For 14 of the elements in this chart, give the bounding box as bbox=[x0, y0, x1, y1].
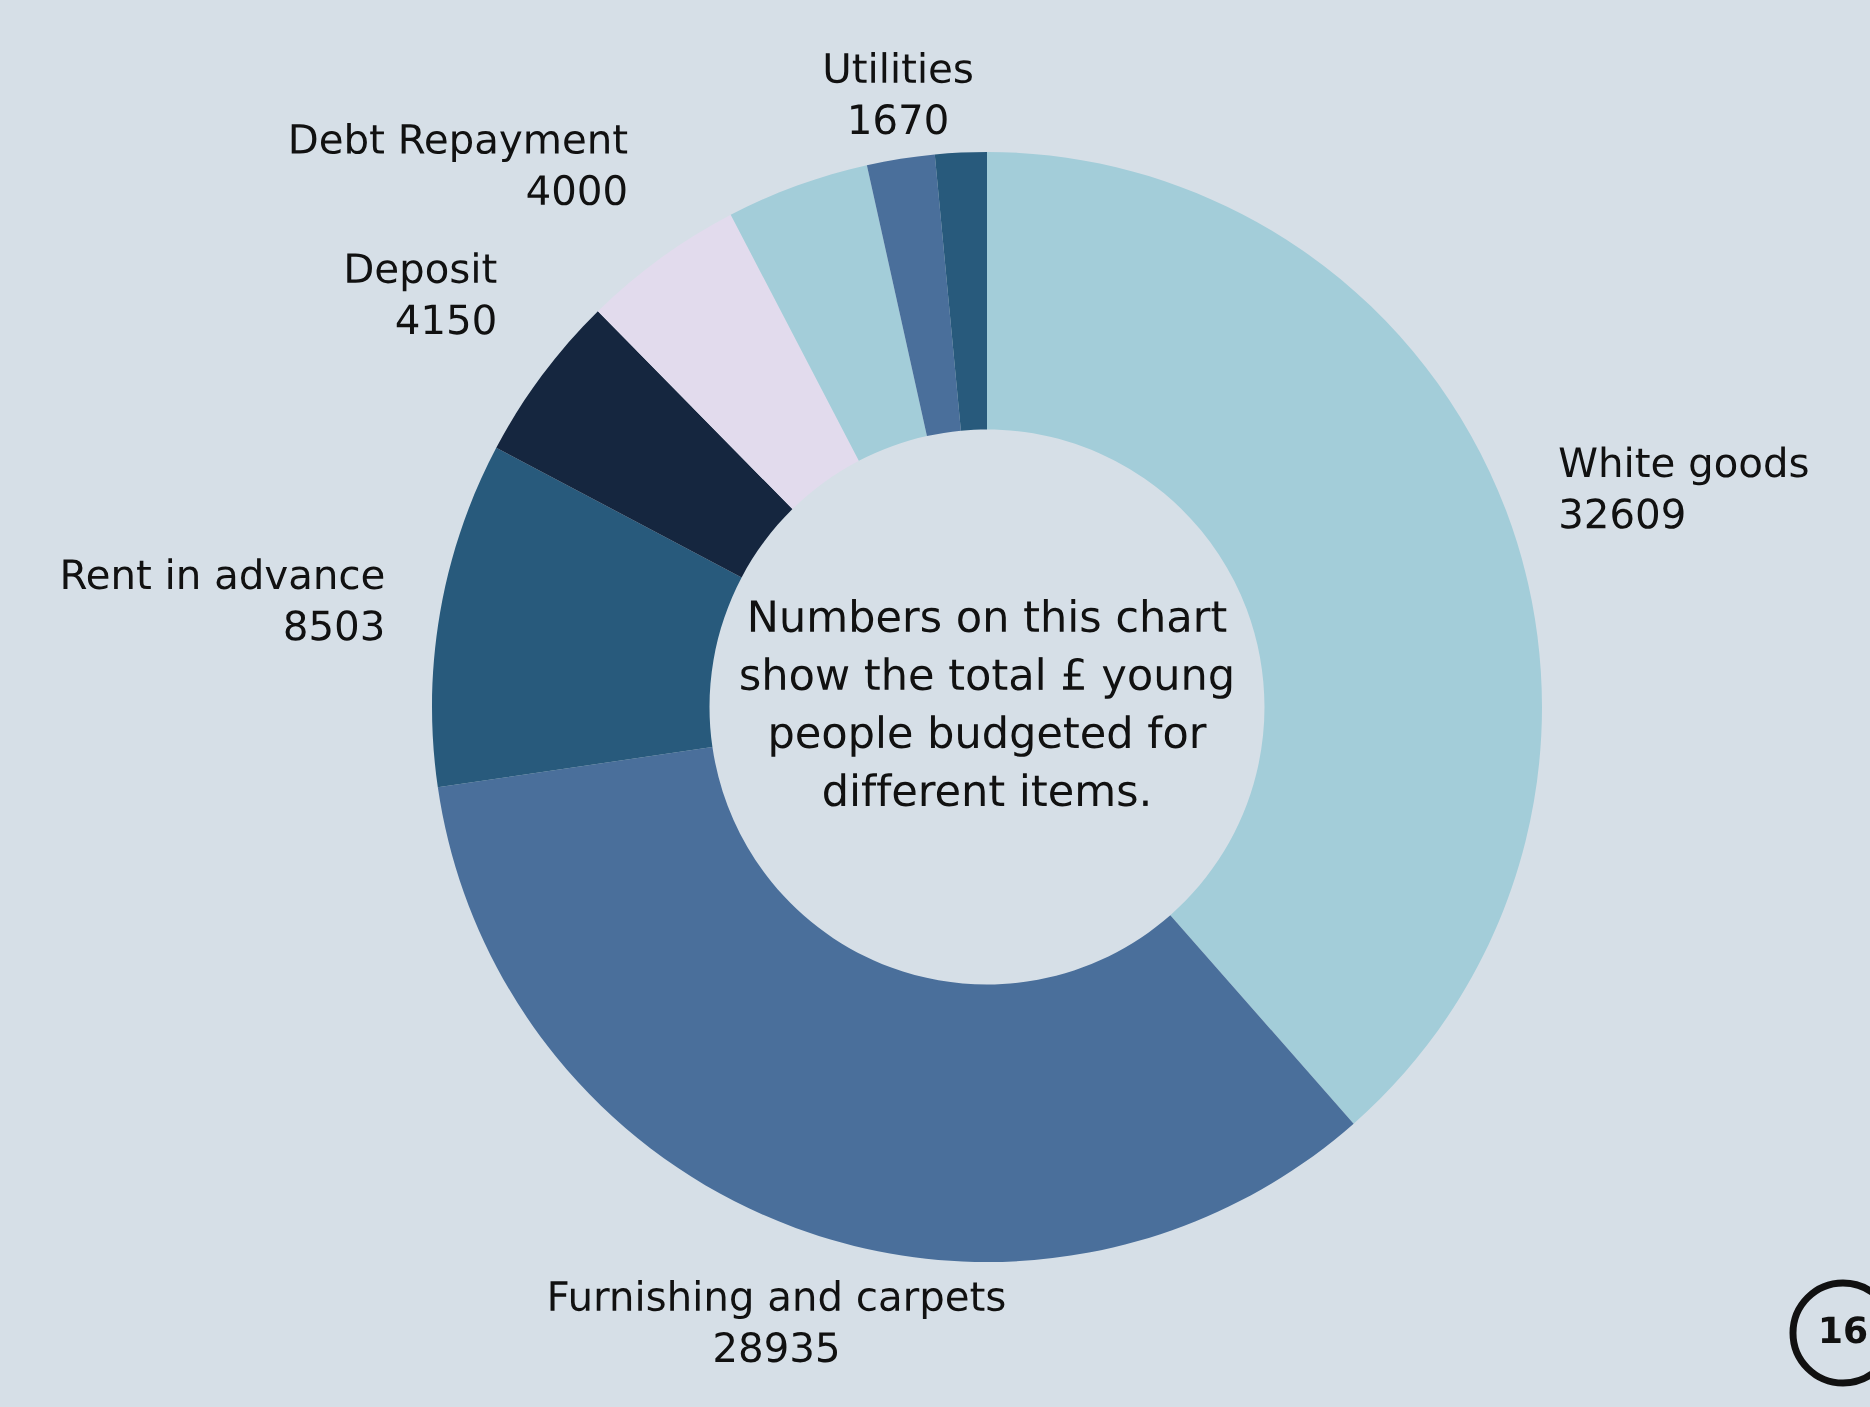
data-label: 28935 bbox=[715, 1331, 838, 1363]
text: 16 bbox=[1821, 1316, 1867, 1344]
slice-label: Rent in advance bbox=[63, 558, 384, 590]
slice-label: White goods bbox=[1559, 446, 1808, 486]
slice-label: Utilities bbox=[825, 52, 972, 84]
text: Numbers on this chart show the total £ young people budgeted for different items. bbox=[741, 599, 1232, 807]
slice-label: Furnishing and carpets bbox=[550, 1280, 1005, 1320]
data-label: 8503 bbox=[285, 610, 383, 641]
data-label: 4000 bbox=[527, 174, 626, 206]
slice-label: Deposit bbox=[347, 252, 497, 292]
data-label: 32609 bbox=[1561, 498, 1684, 529]
slice-label: Debt Repayment bbox=[291, 122, 628, 162]
data-label: 4150 bbox=[396, 304, 495, 335]
data-label: 1670 bbox=[851, 104, 947, 135]
